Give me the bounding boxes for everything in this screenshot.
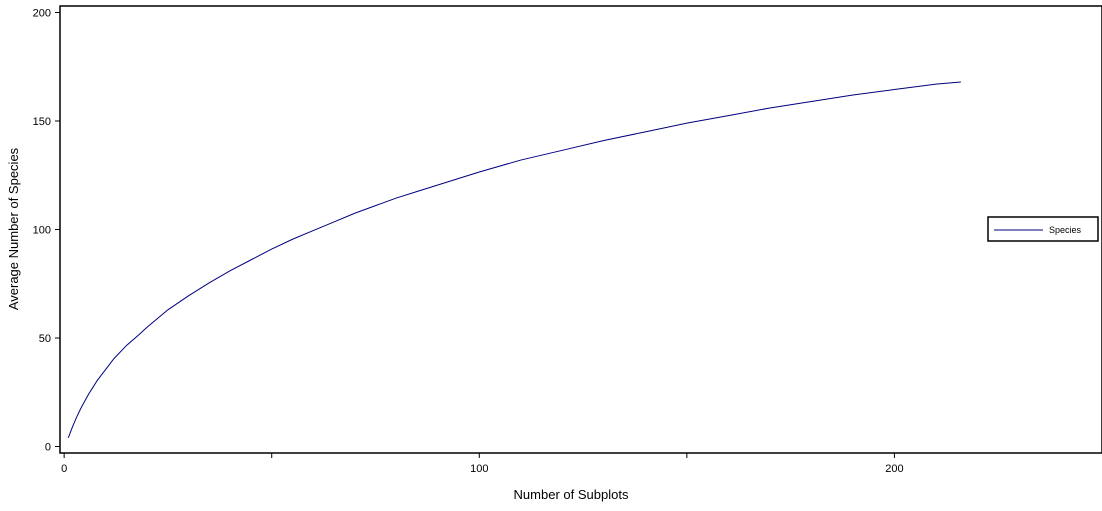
series-line-species [67, 81, 961, 438]
series-layer [67, 81, 961, 438]
y-tick-label: 200 [33, 8, 51, 20]
legend-label-species: Species [1049, 225, 1082, 235]
y-tick-label: 50 [39, 333, 51, 345]
y-axis-ticks: 0 50 100 150 200 [33, 8, 60, 453]
plot-frame [59, 5, 1102, 454]
x-axis-ticks: 0 100 200 [61, 453, 904, 475]
legend: Species [987, 216, 1099, 242]
x-axis-title: Number of Subplots [514, 487, 629, 502]
x-tick-label: 0 [61, 463, 67, 475]
x-tick-label: 200 [885, 463, 903, 475]
y-axis-title: Average Number of Species [6, 147, 21, 310]
x-tick-label: 100 [470, 463, 488, 475]
legend-box [987, 216, 1099, 242]
y-tick-label: 0 [45, 441, 51, 453]
y-tick-label: 100 [33, 225, 51, 237]
y-tick-label: 150 [33, 116, 51, 128]
